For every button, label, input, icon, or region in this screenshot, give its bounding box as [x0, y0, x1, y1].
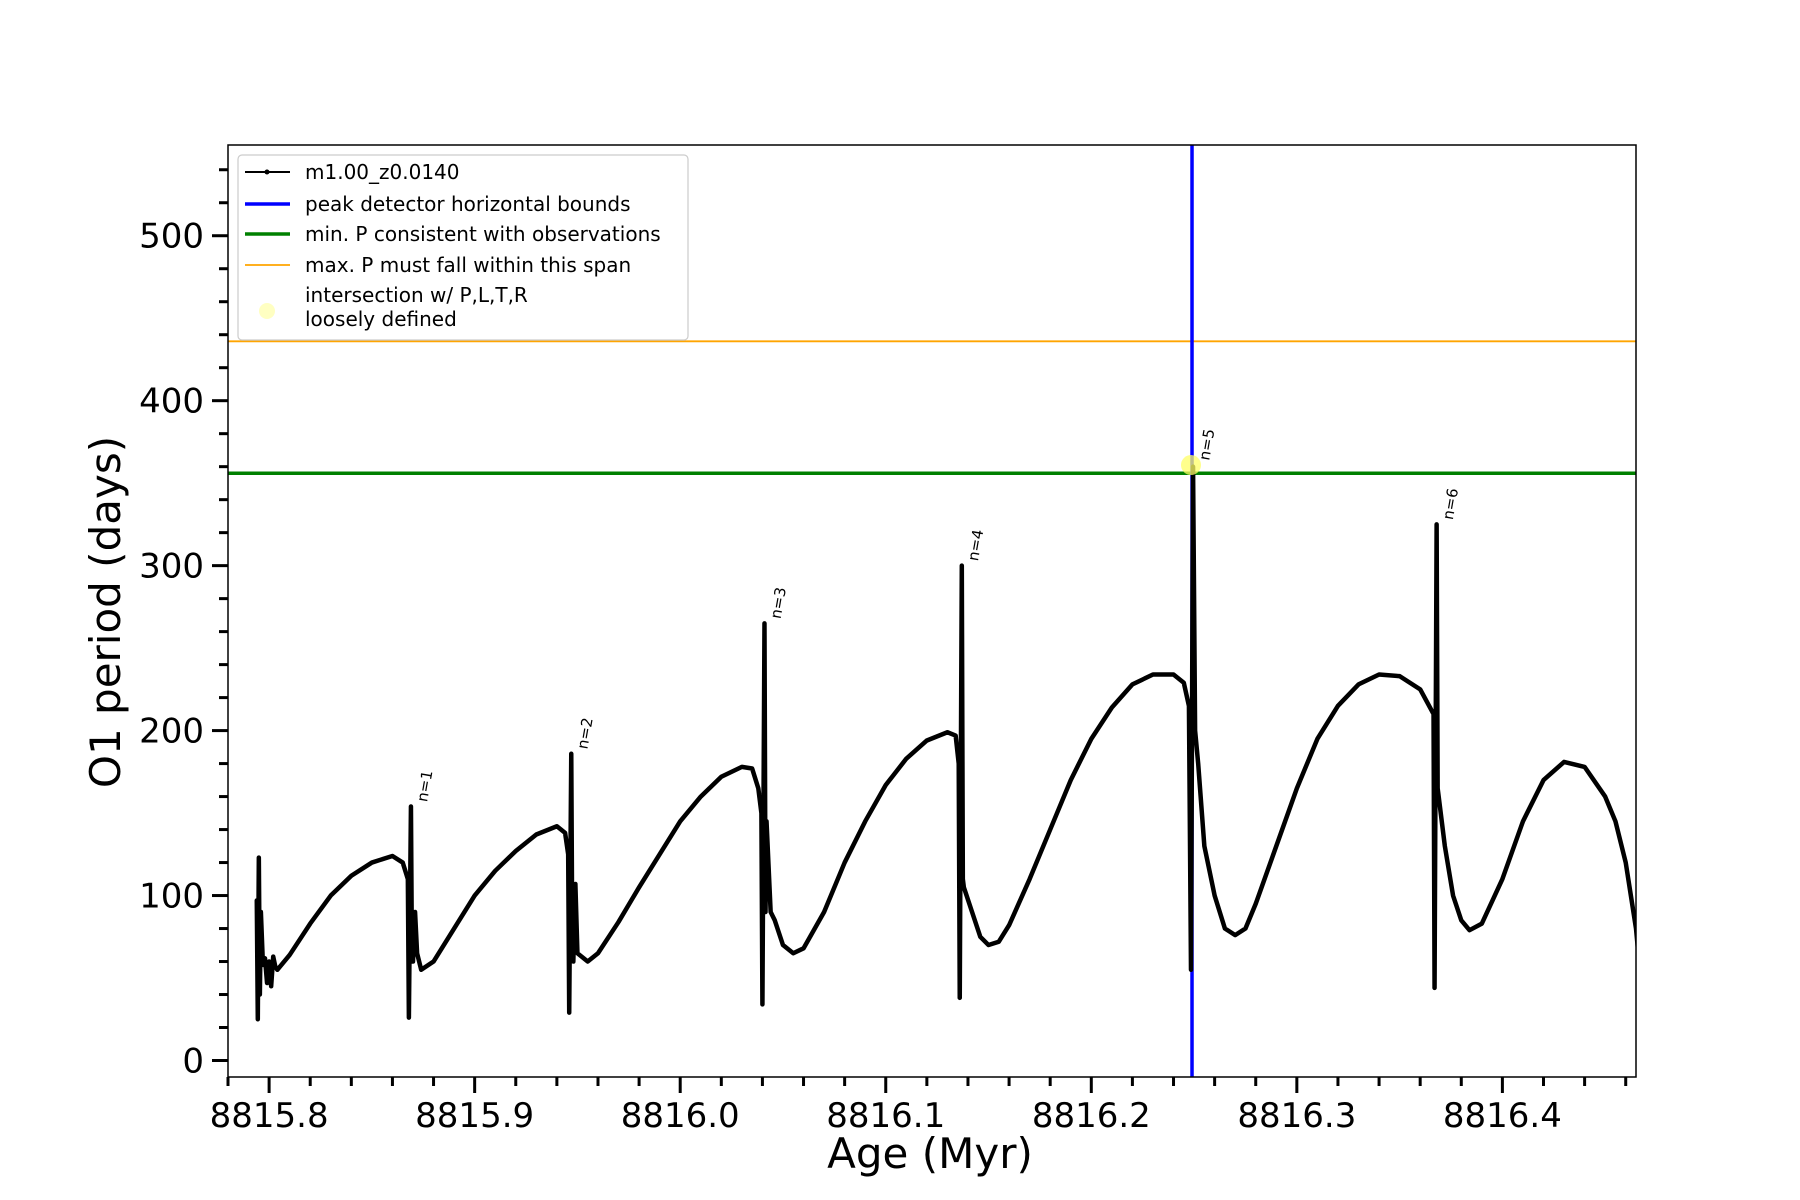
y-axis-title: O1 period (days): [81, 436, 130, 788]
legend-entry-peak-detector: peak detector horizontal bounds: [245, 192, 631, 216]
x-tick-label: 8816.2: [1032, 1096, 1151, 1136]
x-axis-title: Age (Myr): [827, 1129, 1033, 1178]
legend-label-model: m1.00_z0.0140: [305, 160, 460, 184]
legend: m1.00_z0.0140 peak detector horizontal b…: [237, 154, 689, 341]
peak-label-3: n=3: [767, 586, 790, 620]
peak-label-6: n=6: [1439, 487, 1462, 521]
y-tick-label: 100: [139, 877, 204, 917]
peak-label-2: n=2: [574, 716, 597, 750]
y-tick-label: 500: [139, 217, 204, 257]
legend-label-min-period: min. P consistent with observations: [305, 222, 661, 246]
legend-entry-max-period: max. P must fall within this span: [245, 253, 631, 277]
x-tick-label: 8816.4: [1443, 1096, 1562, 1136]
x-tick-label: 8815.9: [415, 1096, 534, 1136]
x-tick-label: 8816.1: [826, 1096, 945, 1136]
legend-entry-model: m1.00_z0.0140: [245, 160, 460, 184]
y-tick-label: 0: [182, 1042, 204, 1082]
legend-intersection-dot: [259, 303, 275, 319]
legend-box: [237, 154, 689, 341]
x-tick-label: 8815.8: [210, 1096, 329, 1136]
y-tick-label: 300: [139, 547, 204, 587]
x-tick-label: 8816.0: [621, 1096, 740, 1136]
y-tick-label: 200: [139, 712, 204, 752]
x-tick-label: 8816.3: [1237, 1096, 1356, 1136]
legend-label-intersection-line2: loosely defined: [305, 307, 457, 331]
y-tick-label: 400: [139, 382, 204, 422]
peak-label-4: n=4: [964, 528, 987, 562]
legend-label-peak-detector: peak detector horizontal bounds: [305, 192, 631, 216]
legend-entry-intersection: intersection w/ P,L,T,R loosely defined: [259, 283, 528, 331]
intersection-marker: [1180, 455, 1201, 476]
series-line-0: [254, 464, 1636, 1022]
plot-frame: [227, 144, 1637, 1078]
legend-label-intersection: intersection w/ P,L,T,R: [305, 283, 528, 307]
peak-label-1: n=1: [413, 769, 436, 803]
legend-label-max-period: max. P must fall within this span: [305, 253, 631, 277]
legend-entry-min-period: min. P consistent with observations: [245, 222, 661, 246]
peak-label-5: n=5: [1195, 427, 1218, 461]
